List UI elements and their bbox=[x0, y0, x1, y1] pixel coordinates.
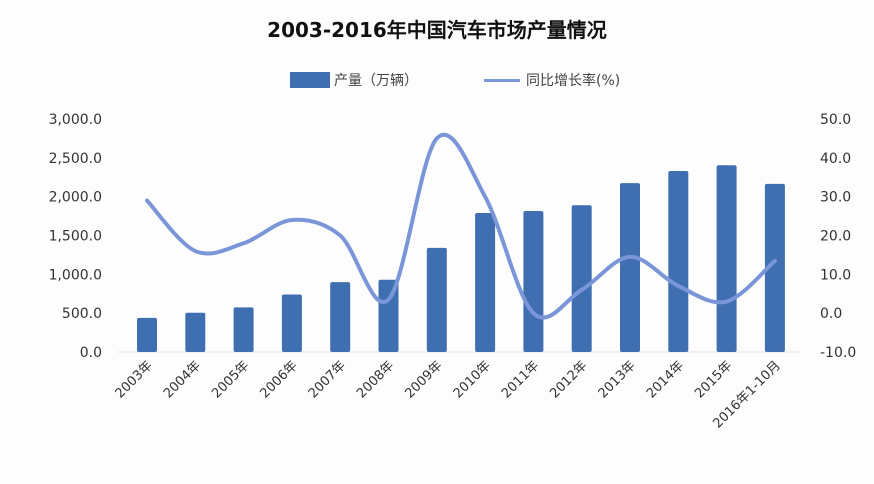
x-tick-label: 2010年 bbox=[451, 358, 494, 401]
bar bbox=[716, 165, 737, 352]
right-tick-label: 10.0 bbox=[820, 267, 851, 283]
bar bbox=[523, 211, 544, 352]
bar bbox=[571, 205, 592, 352]
legend-label-production: 产量（万辆） bbox=[334, 73, 418, 89]
right-tick-label: -10.0 bbox=[820, 345, 856, 361]
bar bbox=[475, 212, 496, 352]
growth-line bbox=[145, 132, 777, 320]
legend-swatch-bar bbox=[290, 72, 330, 88]
bar bbox=[281, 294, 302, 352]
x-tick-label: 2006年 bbox=[258, 358, 301, 401]
x-tick-label: 2007年 bbox=[306, 358, 349, 401]
legend-label-growth: 同比增长率(%) bbox=[526, 73, 621, 89]
x-tick-label: 2005年 bbox=[209, 358, 252, 401]
bar bbox=[185, 312, 206, 352]
left-tick-label: 3,000.0 bbox=[49, 112, 102, 128]
bar bbox=[378, 279, 399, 352]
left-tick-label: 0.0 bbox=[80, 345, 102, 361]
bar bbox=[137, 317, 157, 352]
legend: 产量（万辆） 同比增长率(%) bbox=[290, 70, 620, 90]
right-tick-label: 20.0 bbox=[820, 229, 851, 245]
left-tick-label: 2,500.0 bbox=[49, 151, 102, 167]
bar bbox=[233, 307, 254, 352]
bar bbox=[764, 183, 785, 352]
chart-title: 2003-2016年中国汽车市场产量情况 bbox=[267, 18, 607, 42]
right-tick-label: 50.0 bbox=[820, 112, 851, 128]
left-tick-label: 1,000.0 bbox=[49, 267, 102, 283]
left-tick-label: 1,500.0 bbox=[49, 229, 102, 245]
x-tick-label: 2011年 bbox=[499, 358, 542, 401]
right-tick-label: 40.0 bbox=[820, 151, 851, 167]
x-tick-label: 2009年 bbox=[402, 358, 445, 401]
right-tick-label: 0.0 bbox=[820, 306, 842, 322]
x-tick-label: 2014年 bbox=[644, 358, 687, 401]
left-tick-label: 500.0 bbox=[62, 306, 102, 322]
x-tick-label: 2004年 bbox=[161, 358, 204, 401]
x-tick-label: 2003年 bbox=[113, 358, 156, 401]
legend-swatch-line bbox=[484, 78, 520, 82]
bar bbox=[330, 282, 351, 352]
left-tick-label: 2,000.0 bbox=[49, 190, 102, 206]
bar bbox=[426, 247, 447, 352]
x-tick-label: 2013年 bbox=[596, 358, 639, 401]
x-tick-label: 2008年 bbox=[354, 358, 397, 401]
bar bbox=[668, 171, 689, 352]
x-tick-label: 2012年 bbox=[547, 358, 590, 401]
bar bbox=[620, 183, 640, 352]
right-tick-label: 30.0 bbox=[820, 190, 851, 206]
x-tick-label: 2015年 bbox=[692, 358, 735, 401]
